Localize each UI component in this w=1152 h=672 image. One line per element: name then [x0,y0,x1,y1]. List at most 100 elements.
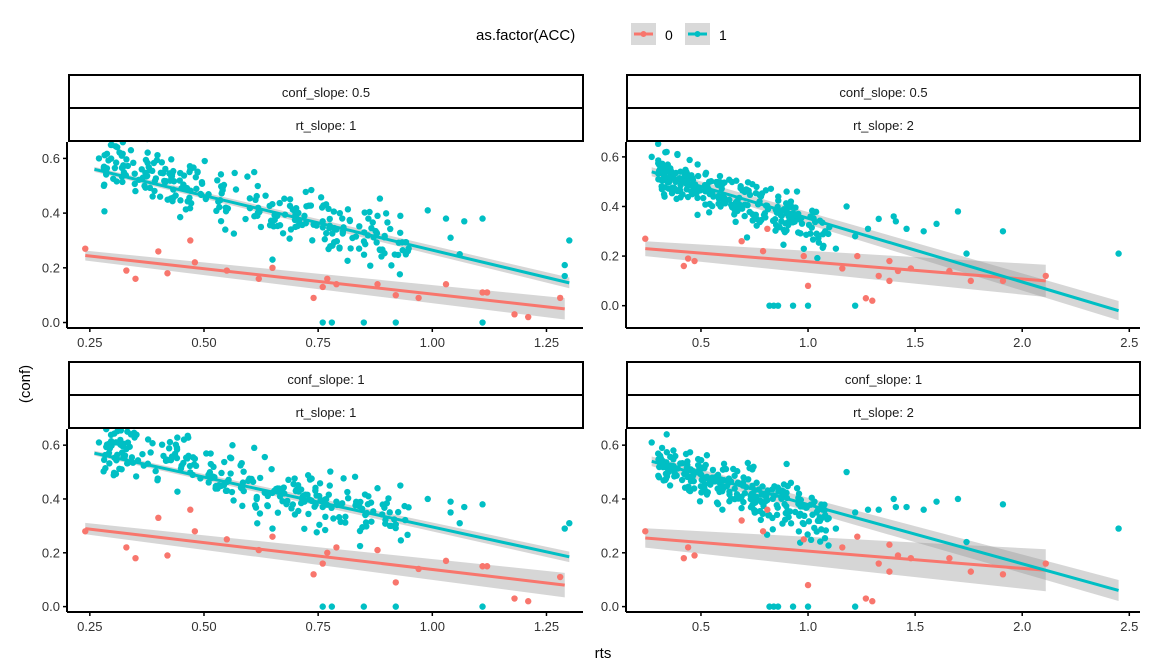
data-point-group-1 [746,191,754,199]
panel-p21: conf_slope: 1 rt_slope: 1 0.0 0.2 0.4 0.6 0.25… [42,361,584,634]
x-tick-label: 1.5 [906,335,924,350]
data-point-group-1 [253,495,260,503]
y-axis-title: (conf) [17,365,34,403]
panel-p22: conf_slope: 1 rt_slope: 2 0.0 0.2 0.4 0.6 0.5 1… [601,361,1141,634]
data-point-group-1 [775,197,782,204]
data-point-group-1 [114,429,121,435]
data-point-group-0 [525,598,532,605]
data-point-group-1 [769,514,776,522]
data-point-group-1 [344,257,351,264]
legend: as.factor(ACC) 0 1 [476,23,727,45]
data-point-group-1 [807,536,815,544]
data-point-group-1 [740,474,747,481]
data-point-group-1 [1115,525,1122,532]
data-point-group-1 [479,319,486,326]
data-point-group-1 [807,230,814,237]
data-point-group-1 [723,482,731,490]
data-point-group-0 [886,277,893,285]
data-point-group-0 [310,571,317,578]
facet-strip-top-label: conf_slope: 1 [845,372,922,387]
data-point-group-1 [339,500,346,507]
data-point-group-1 [821,228,829,235]
data-point-group-1 [843,203,850,210]
data-point-group-1 [843,468,850,476]
data-point-group-1 [201,157,208,165]
x-tick-label: 0.50 [191,335,216,350]
data-point-group-1 [365,493,372,500]
data-point-group-1 [143,172,151,180]
fit-line-group-1 [651,170,1120,313]
data-point-group-1 [787,198,795,205]
data-point-group-1 [149,193,156,200]
data-point-group-1 [147,449,154,456]
data-point-group-1 [662,475,670,482]
data-point-group-1 [665,178,673,186]
data-point-group-1 [797,230,804,237]
y-tick-label: 0.6 [601,149,619,164]
data-point-group-1 [362,240,369,248]
data-point-group-1 [286,235,293,242]
x-tick-label: 0.25 [77,335,102,350]
data-point-group-1 [772,227,779,234]
data-point-group-1 [814,254,821,262]
y-tick-label: 0.2 [601,545,619,560]
data-point-group-1 [162,165,169,173]
data-point-group-1 [851,509,859,516]
data-point-group-1 [107,431,115,439]
data-point-group-1 [128,454,136,461]
data-point-group-1 [875,506,882,513]
y-tick-label: 0.6 [42,151,60,166]
data-point-group-1 [153,156,161,164]
plot-area [82,429,573,610]
y-tick-label: 0.4 [42,206,60,221]
data-point-group-1 [228,488,236,496]
data-point-group-1 [670,447,677,454]
data-point-group-1 [205,479,212,486]
data-point-group-1 [392,319,399,326]
data-point-group-1 [566,519,573,527]
data-point-group-1 [746,208,753,216]
data-point-group-0 [255,275,262,282]
data-point-group-1 [170,178,178,185]
data-point-group-0 [839,265,846,272]
data-point-group-1 [753,222,760,229]
data-point-group-1 [694,194,701,202]
data-point-group-1 [361,209,368,216]
data-point-group-1 [119,178,126,186]
data-point-group-1 [678,476,686,484]
data-point-group-1 [100,468,107,475]
data-point-group-1 [379,501,386,508]
data-point-group-1 [327,468,334,475]
data-point-group-1 [288,505,295,512]
data-point-group-1 [749,217,756,224]
data-point-group-1 [479,603,486,610]
data-point-group-1 [130,159,137,167]
data-point-group-1 [677,194,684,201]
data-point-group-1 [295,209,302,217]
data-point-group-1 [694,161,701,168]
x-tick-label: 0.5 [692,619,710,634]
data-point-group-1 [336,209,343,217]
data-point-group-1 [757,193,765,200]
data-point-group-1 [227,470,234,477]
data-point-group-1 [167,173,175,180]
data-point-group-1 [287,226,295,233]
data-point-group-1 [749,180,756,188]
data-point-group-1 [376,195,384,202]
data-point-group-1 [319,603,326,610]
data-point-group-1 [185,452,192,460]
data-point-group-1 [365,215,372,222]
data-point-group-1 [732,218,739,226]
data-point-group-1 [751,509,758,516]
data-point-group-1 [825,542,832,549]
data-point-group-1 [152,175,160,182]
data-point-group-1 [397,537,405,544]
data-point-group-1 [305,510,312,518]
data-point-group-1 [774,302,782,309]
data-point-group-1 [718,488,726,495]
facet-strip-bottom-label: rt_slope: 2 [853,405,914,420]
data-point-group-0 [886,568,893,575]
data-point-group-0 [223,536,231,543]
data-point-group-1 [111,164,119,172]
data-point-group-1 [351,473,359,480]
